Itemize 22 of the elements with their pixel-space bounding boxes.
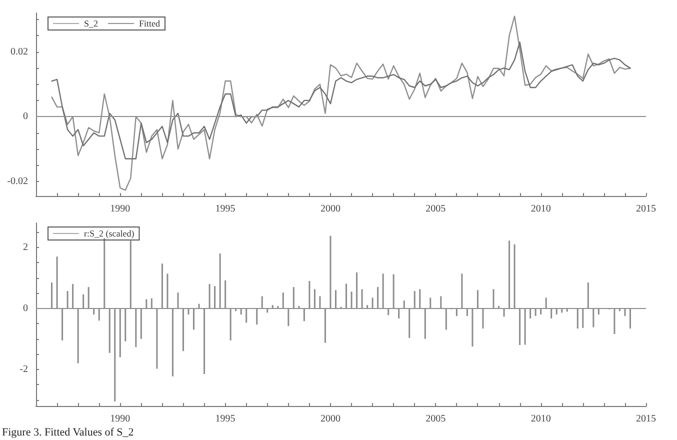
x-tick-label: 1990	[110, 414, 130, 424]
x-tick-label: 2010	[530, 414, 551, 424]
y-tick-label: 2	[23, 242, 28, 253]
y-tick-label: 0.02	[10, 46, 28, 58]
caption: Figure 3. Fitted Values of S_2	[2, 426, 134, 438]
y-tick-label: -0.02	[7, 176, 28, 187]
y-tick-label: -2	[20, 364, 28, 375]
x-tick-label: 1995	[215, 204, 236, 214]
x-tick-label: 2010	[530, 204, 551, 214]
x-tick-label: 1990	[110, 204, 130, 214]
y-tick-label: 0	[23, 111, 28, 122]
x-tick-label: 2000	[320, 414, 340, 424]
legend-label: r:S_2 (scaled)	[84, 228, 134, 238]
legend-label: S_2	[84, 18, 98, 28]
x-tick-label: 1995	[215, 414, 236, 424]
y-tick-label: 0	[23, 302, 28, 314]
x-tick-label: 2015	[636, 204, 656, 214]
x-tick-label: 2005	[426, 414, 446, 424]
x-tick-label: 2000	[320, 204, 340, 214]
legend-label: Fitted	[139, 18, 161, 28]
x-tick-label: 2005	[426, 204, 446, 214]
x-tick-label: 2015	[636, 414, 656, 424]
